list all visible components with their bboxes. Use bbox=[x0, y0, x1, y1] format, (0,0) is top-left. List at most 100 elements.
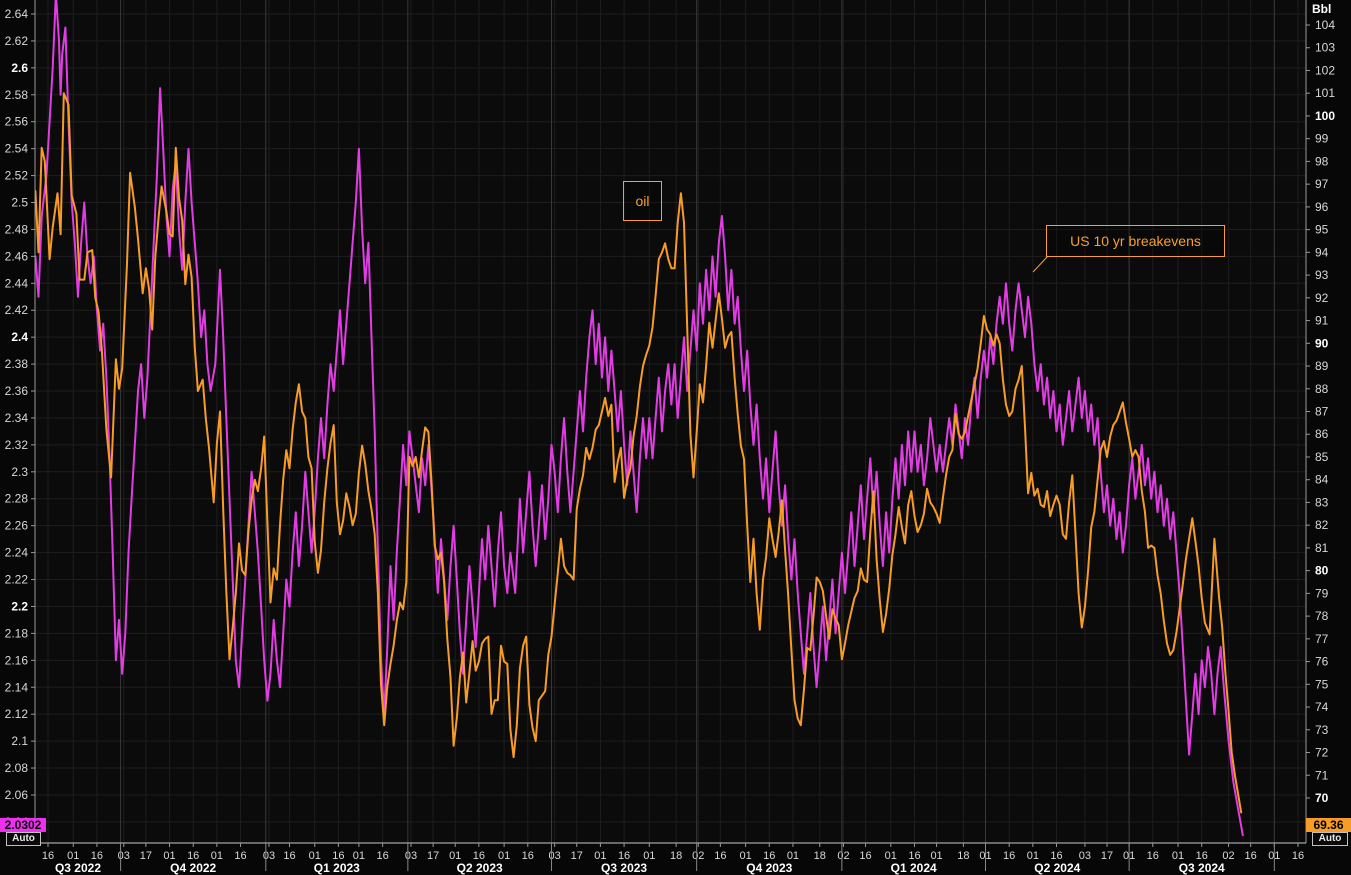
svg-text:02: 02 bbox=[837, 850, 849, 862]
oil-last-value-badge: 69.36 bbox=[1306, 818, 1351, 832]
svg-text:92: 92 bbox=[1315, 291, 1329, 305]
svg-text:01: 01 bbox=[930, 850, 942, 862]
svg-text:16: 16 bbox=[1050, 850, 1062, 862]
svg-text:17: 17 bbox=[571, 850, 583, 862]
svg-text:84: 84 bbox=[1315, 473, 1329, 487]
svg-text:2.2: 2.2 bbox=[11, 599, 28, 613]
svg-text:94: 94 bbox=[1315, 245, 1329, 259]
svg-text:16: 16 bbox=[618, 850, 630, 862]
svg-text:2.22: 2.22 bbox=[5, 573, 29, 587]
svg-text:96: 96 bbox=[1315, 200, 1329, 214]
svg-text:16: 16 bbox=[1292, 850, 1304, 862]
svg-text:16: 16 bbox=[859, 850, 871, 862]
svg-text:76: 76 bbox=[1315, 655, 1329, 669]
svg-text:18: 18 bbox=[670, 850, 682, 862]
breakevens-last-value: 2.0302 bbox=[4, 818, 42, 832]
svg-text:75: 75 bbox=[1315, 677, 1329, 691]
svg-text:17: 17 bbox=[140, 850, 152, 862]
right-axis-auto-scale-button[interactable]: Auto bbox=[1312, 832, 1348, 846]
svg-text:01: 01 bbox=[1027, 850, 1039, 862]
svg-text:2.36: 2.36 bbox=[5, 384, 29, 398]
svg-text:81: 81 bbox=[1315, 541, 1329, 555]
svg-text:16: 16 bbox=[1147, 850, 1159, 862]
svg-text:2.46: 2.46 bbox=[5, 249, 29, 263]
svg-text:18: 18 bbox=[814, 850, 826, 862]
svg-text:79: 79 bbox=[1315, 586, 1329, 600]
svg-text:16: 16 bbox=[714, 850, 726, 862]
svg-text:91: 91 bbox=[1315, 314, 1329, 328]
svg-text:70: 70 bbox=[1315, 791, 1329, 805]
svg-text:2.08: 2.08 bbox=[5, 761, 29, 775]
breakevens-callout-line bbox=[1032, 255, 1049, 273]
svg-text:2.14: 2.14 bbox=[5, 680, 29, 694]
svg-text:2.62: 2.62 bbox=[5, 34, 29, 48]
svg-text:2.12: 2.12 bbox=[5, 707, 29, 721]
series-us-10-yr-breakevens bbox=[35, 0, 1244, 837]
svg-text:16: 16 bbox=[473, 850, 485, 862]
svg-text:16: 16 bbox=[234, 850, 246, 862]
svg-text:16: 16 bbox=[1003, 850, 1015, 862]
svg-text:2.54: 2.54 bbox=[5, 142, 29, 156]
svg-text:16: 16 bbox=[91, 850, 103, 862]
svg-text:2.34: 2.34 bbox=[5, 411, 29, 425]
svg-text:99: 99 bbox=[1315, 132, 1329, 146]
svg-text:2.1: 2.1 bbox=[11, 734, 28, 748]
svg-text:01: 01 bbox=[594, 850, 606, 862]
svg-text:100: 100 bbox=[1315, 109, 1335, 123]
svg-text:Q3 2024: Q3 2024 bbox=[1179, 861, 1225, 875]
series-oil bbox=[35, 92, 1243, 814]
svg-text:103: 103 bbox=[1315, 41, 1335, 55]
svg-text:2.24: 2.24 bbox=[5, 546, 29, 560]
svg-text:87: 87 bbox=[1315, 404, 1329, 418]
right-auto-label: Auto bbox=[1318, 833, 1342, 844]
svg-text:01: 01 bbox=[309, 850, 321, 862]
svg-text:01: 01 bbox=[67, 850, 79, 862]
svg-text:80: 80 bbox=[1315, 564, 1329, 578]
svg-text:2.64: 2.64 bbox=[5, 7, 29, 21]
svg-text:16: 16 bbox=[522, 850, 534, 862]
svg-text:2.52: 2.52 bbox=[5, 169, 29, 183]
svg-text:2.38: 2.38 bbox=[5, 357, 29, 371]
svg-text:95: 95 bbox=[1315, 223, 1329, 237]
svg-text:01: 01 bbox=[1172, 850, 1184, 862]
svg-text:16: 16 bbox=[908, 850, 920, 862]
oil-series-label: oil bbox=[635, 193, 650, 209]
svg-text:17: 17 bbox=[1101, 850, 1113, 862]
svg-text:02: 02 bbox=[1222, 850, 1234, 862]
svg-text:Q3 2023: Q3 2023 bbox=[601, 861, 647, 875]
svg-text:01: 01 bbox=[739, 850, 751, 862]
right-axis-unit-label: Bbl bbox=[1312, 2, 1332, 16]
svg-text:Q2 2024: Q2 2024 bbox=[1034, 861, 1080, 875]
svg-text:2.06: 2.06 bbox=[5, 788, 29, 802]
svg-text:74: 74 bbox=[1315, 700, 1329, 714]
svg-text:Q4 2023: Q4 2023 bbox=[746, 861, 792, 875]
svg-text:16: 16 bbox=[332, 850, 344, 862]
left-axis-auto-scale-button[interactable]: Auto bbox=[6, 832, 41, 846]
svg-text:88: 88 bbox=[1315, 382, 1329, 396]
svg-text:18: 18 bbox=[957, 850, 969, 862]
svg-text:93: 93 bbox=[1315, 268, 1329, 282]
svg-text:90: 90 bbox=[1315, 336, 1329, 350]
svg-text:72: 72 bbox=[1315, 746, 1329, 760]
svg-text:104: 104 bbox=[1315, 18, 1335, 32]
oil-last-value: 69.36 bbox=[1313, 818, 1344, 832]
svg-text:16: 16 bbox=[187, 850, 199, 862]
breakevens-series-label-box[interactable]: US 10 yr breakevens bbox=[1046, 225, 1225, 257]
svg-text:Q2 2023: Q2 2023 bbox=[457, 861, 503, 875]
svg-text:01: 01 bbox=[353, 850, 365, 862]
svg-text:82: 82 bbox=[1315, 518, 1329, 532]
oil-series-label-box[interactable]: oil bbox=[623, 181, 662, 221]
svg-text:97: 97 bbox=[1315, 177, 1329, 191]
svg-text:01: 01 bbox=[163, 850, 175, 862]
svg-text:16: 16 bbox=[42, 850, 54, 862]
svg-text:01: 01 bbox=[449, 850, 461, 862]
right-axis-labels: 104 103 102 101 100 99 98 97 96 95 94 93 92 91 90 89 88 8… bbox=[1306, 18, 1335, 805]
svg-text:16: 16 bbox=[376, 850, 388, 862]
svg-text:102: 102 bbox=[1315, 63, 1335, 77]
svg-text:16: 16 bbox=[1245, 850, 1257, 862]
svg-text:01: 01 bbox=[885, 850, 897, 862]
breakevens-series-label: US 10 yr breakevens bbox=[1070, 233, 1201, 249]
svg-text:78: 78 bbox=[1315, 609, 1329, 623]
svg-text:2.28: 2.28 bbox=[5, 492, 29, 506]
